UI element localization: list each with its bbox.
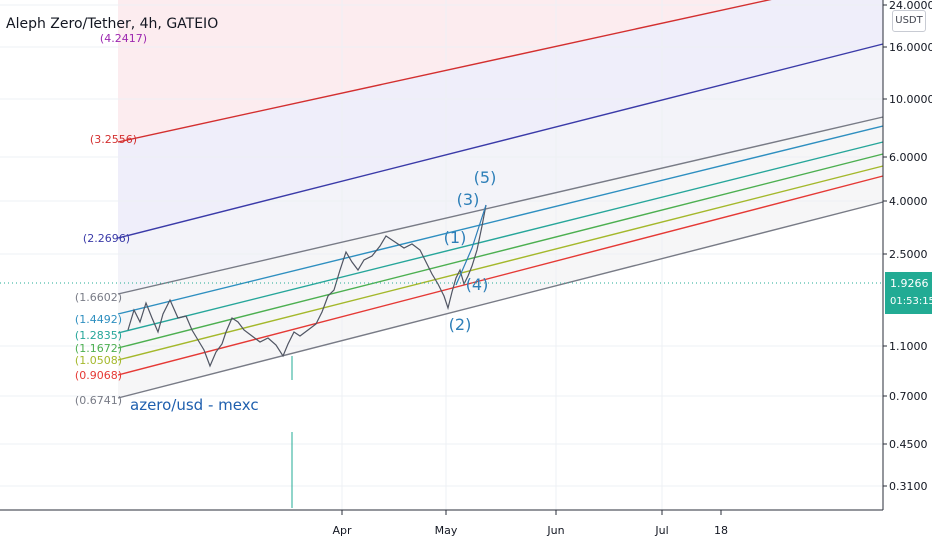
chart-title: Aleph Zero/Tether, 4h, GATEIO — [6, 16, 219, 32]
fib-line-7 — [117, 165, 884, 361]
fib-line-4 — [117, 125, 884, 315]
currency-unit-badge[interactable]: USDT — [892, 10, 926, 32]
y-tick-label-1: 16.0000 — [889, 41, 932, 54]
fib-line-3 — [117, 116, 884, 295]
y-tick-label-3: 6.0000 — [889, 151, 928, 164]
wave-label-3: (4) — [466, 275, 489, 294]
fib-label-1: (3.2556) — [90, 133, 137, 146]
fib-band-1 — [118, 0, 883, 238]
wave-projection-line — [455, 204, 487, 286]
last-price-tag: 1.9266 01:53:15 — [885, 272, 932, 314]
y-tick-label-6: 1.1000 — [889, 340, 928, 353]
fib-label-2: (2.2696) — [83, 232, 130, 245]
fib-line-6 — [117, 153, 884, 349]
y-tick-label-2: 10.0000 — [889, 93, 932, 106]
fib-line-2 — [117, 43, 884, 239]
y-tick-label-8: 0.4500 — [889, 438, 928, 451]
fib-label-6: (1.1672) — [75, 342, 122, 355]
fib-label-4: (1.4492) — [75, 313, 122, 326]
fib-label-7: (1.0508) — [75, 354, 122, 367]
fib-label-9: (0.6741) — [75, 394, 122, 407]
fib-band-3 — [118, 117, 883, 398]
fib-line-9 — [117, 201, 884, 399]
wave-label-2: (3) — [457, 190, 480, 209]
x-tick-label-2: Jun — [546, 524, 564, 537]
wave-label-4: (5) — [474, 168, 497, 187]
x-tick-label-4: 18 — [714, 524, 728, 537]
fib-label-5: (1.2835) — [75, 329, 122, 342]
fib-label-3: (1.6602) — [75, 291, 122, 304]
y-tick-label-9: 0.3100 — [889, 480, 928, 493]
fib-label-0: (4.2417) — [100, 32, 147, 45]
fib-band-2 — [118, 44, 883, 294]
bar-countdown: 01:53:15 — [890, 296, 932, 307]
x-tick-label-0: Apr — [332, 524, 352, 537]
fib-label-8: (0.9068) — [75, 369, 122, 382]
y-tick-label-4: 4.0000 — [889, 195, 928, 208]
y-tick-label-0: 24.0000 — [889, 0, 932, 12]
wave-label-1: (2) — [449, 315, 472, 334]
time-axis-bg — [0, 510, 932, 550]
wave-label-0: (1) — [444, 228, 467, 247]
x-tick-label-3: Jul — [654, 524, 668, 537]
y-tick-label-5: 2.5000 — [889, 248, 928, 261]
fib-line-1 — [117, 0, 772, 143]
chart-annotation: azero/usd - mexc — [130, 396, 259, 414]
fib-line-8 — [117, 175, 884, 376]
y-tick-label-7: 0.7000 — [889, 390, 928, 403]
last-price-value: 1.9266 — [890, 277, 929, 290]
fib-line-5 — [117, 141, 884, 334]
price-line — [127, 204, 487, 368]
x-tick-label-1: May — [435, 524, 458, 537]
